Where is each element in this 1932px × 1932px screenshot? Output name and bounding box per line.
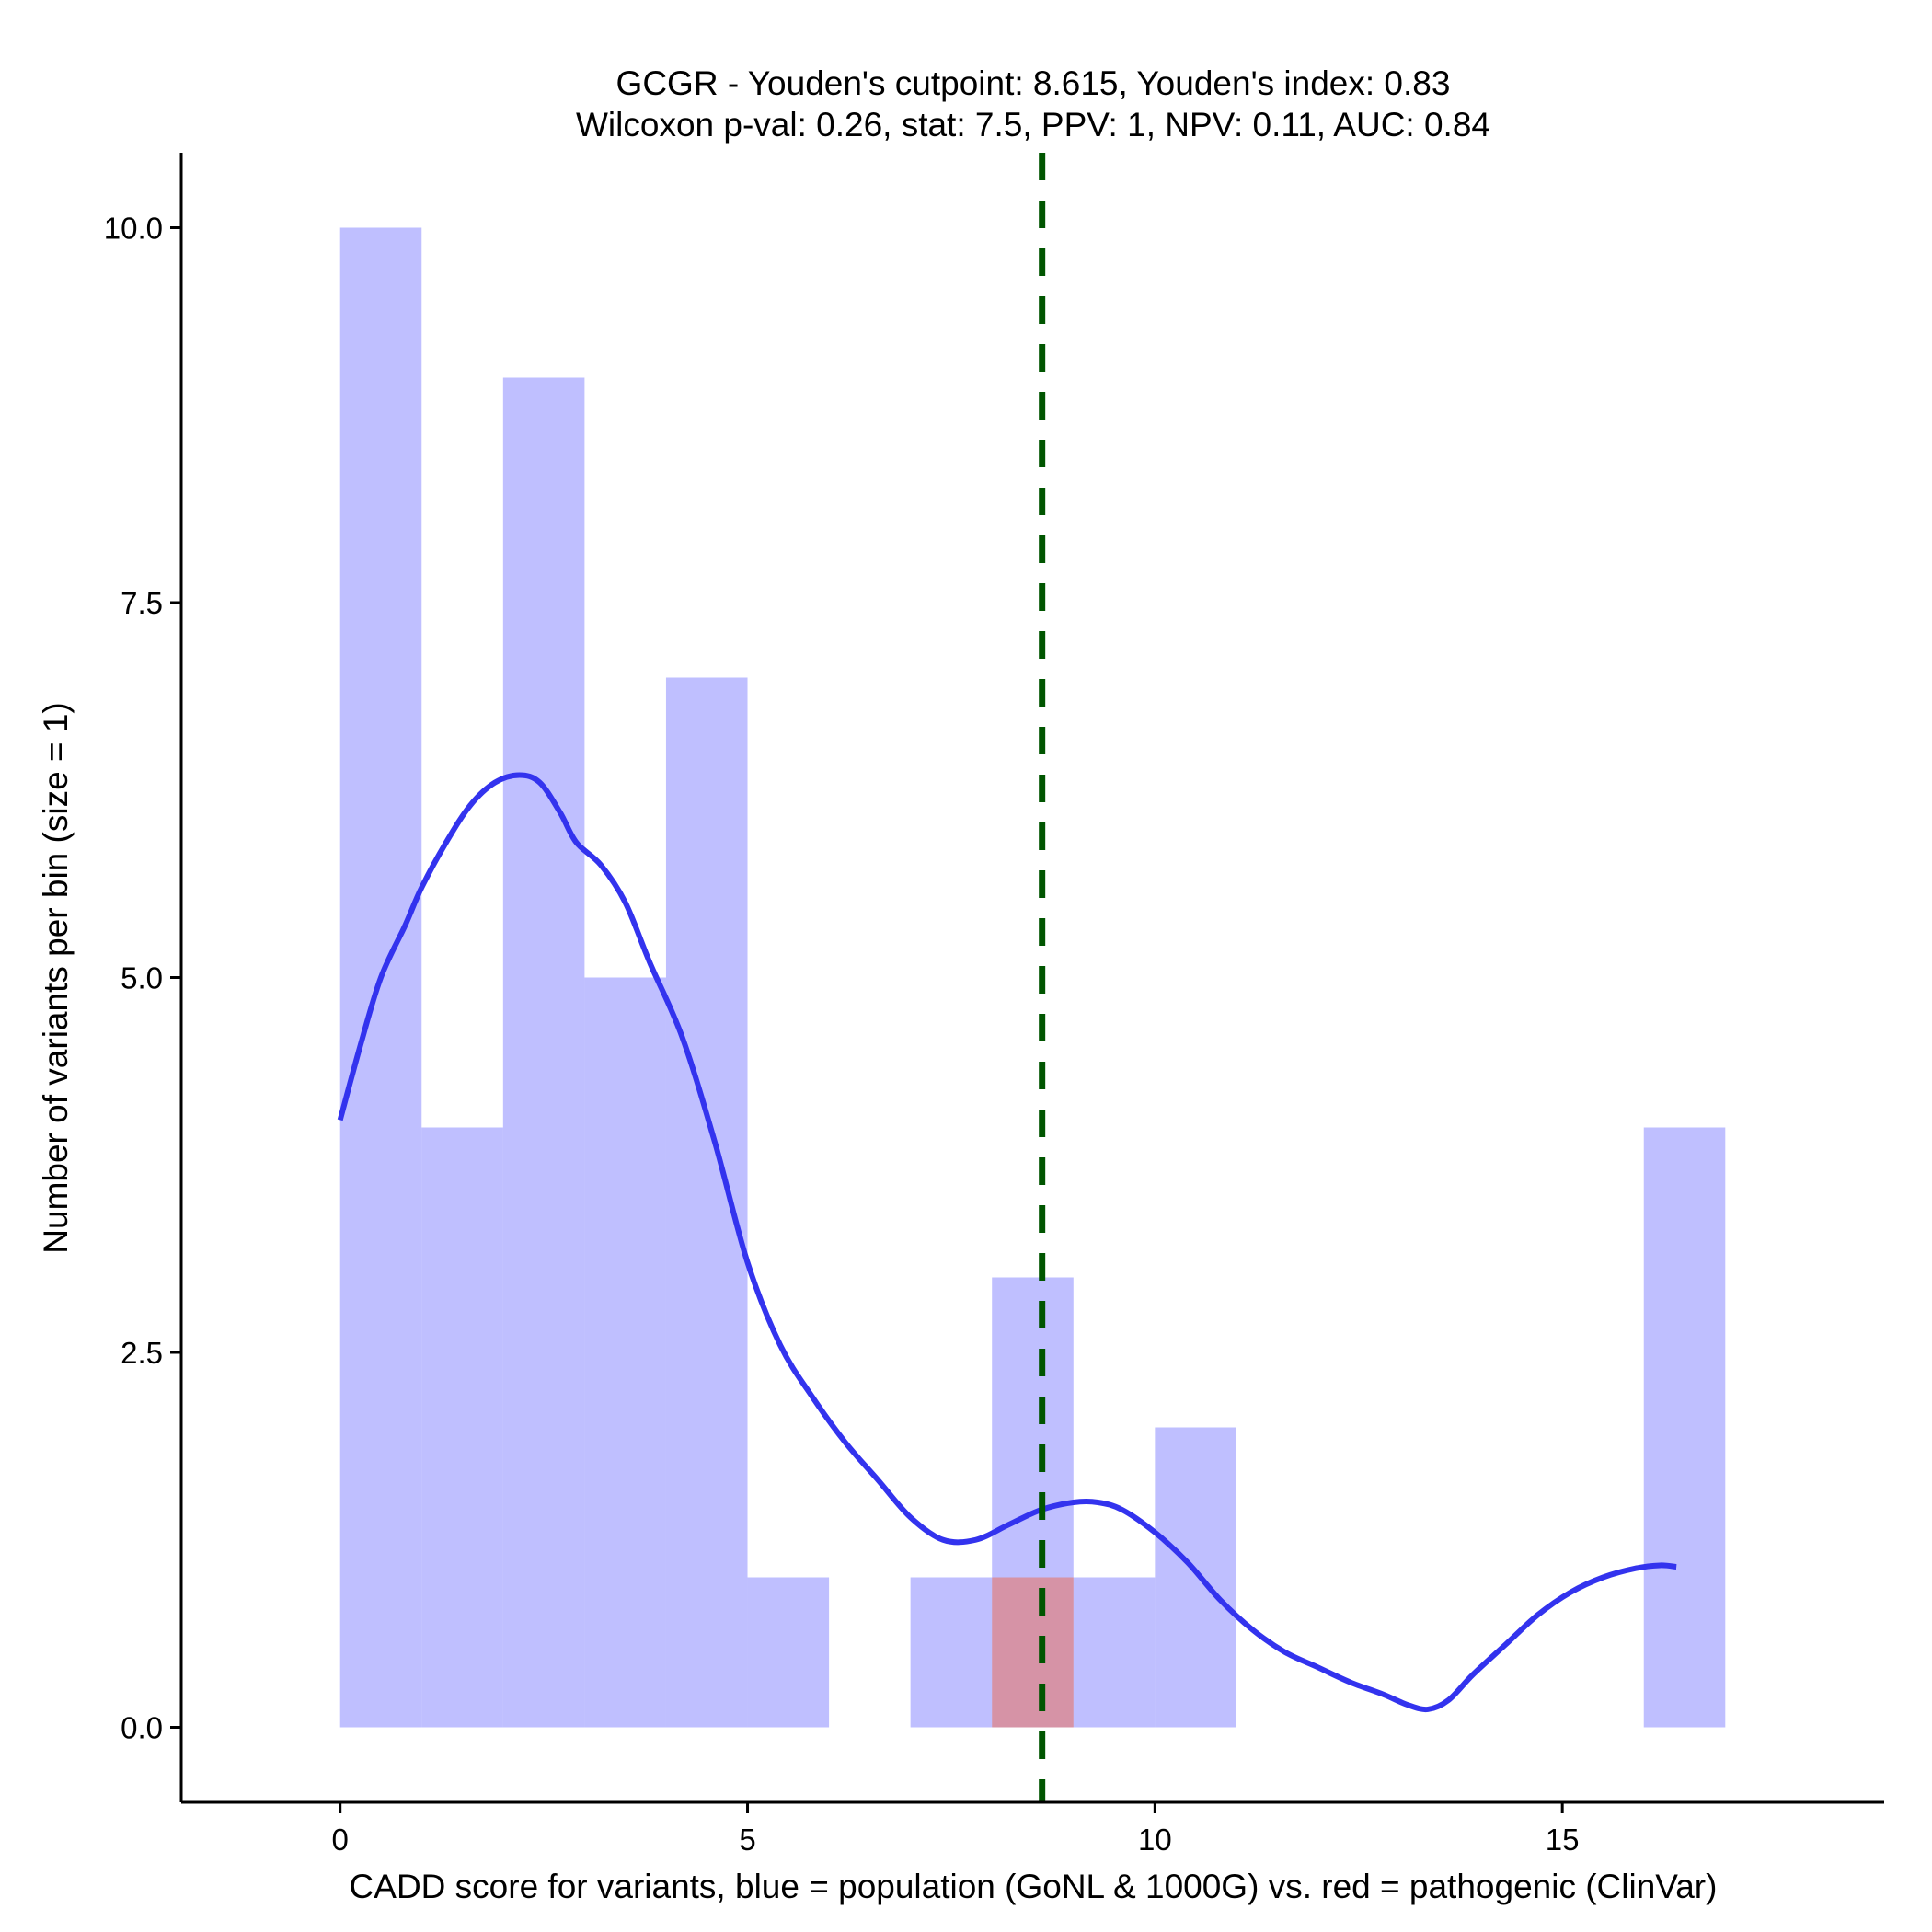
x-axis-ticks: 0 5 10 15 [332, 1802, 1580, 1857]
x-tick-label: 10 [1138, 1823, 1172, 1857]
y-axis-title: Number of variants per bin (size = 1) [37, 702, 75, 1253]
bar-population-16-17 [1643, 1127, 1726, 1728]
histogram-bars [339, 227, 1726, 1728]
bar-population-10-11 [1155, 1427, 1236, 1728]
density-curve-line [337, 772, 1677, 1713]
y-tick-label: 2.5 [121, 1336, 163, 1370]
x-tick-label: 5 [739, 1823, 755, 1857]
chart-title: GCGR - Youden's cutpoint: 8.615, Youden'… [616, 64, 1451, 102]
bar-population-1-2 [421, 1127, 503, 1728]
y-tick-label: 0.0 [121, 1711, 163, 1745]
y-tick-label: 10.0 [104, 212, 163, 246]
y-tick-label: 7.5 [121, 586, 163, 620]
bar-population-2-3 [502, 377, 585, 1728]
chart-subtitle: Wilcoxon p-val: 0.26, stat: 7.5, PPV: 1,… [576, 106, 1490, 144]
bar-population-3-4 [584, 977, 666, 1728]
bar-population-4-5 [665, 677, 748, 1728]
x-tick-label: 0 [332, 1823, 349, 1857]
bar-pathogenic-8-9 [992, 1577, 1074, 1728]
bar-population-5-6 [747, 1577, 830, 1728]
bar-population-9-10 [1073, 1577, 1156, 1728]
y-tick-label: 5.0 [121, 961, 163, 995]
x-axis-title: CADD score for variants, blue = populati… [350, 1868, 1718, 1905]
density-curve-layer [337, 772, 1677, 1713]
y-axis-ticks: 0.0 2.5 5.0 7.5 10.0 [104, 212, 181, 1745]
bar-population-7-8 [910, 1577, 993, 1728]
x-tick-label: 15 [1546, 1823, 1580, 1857]
